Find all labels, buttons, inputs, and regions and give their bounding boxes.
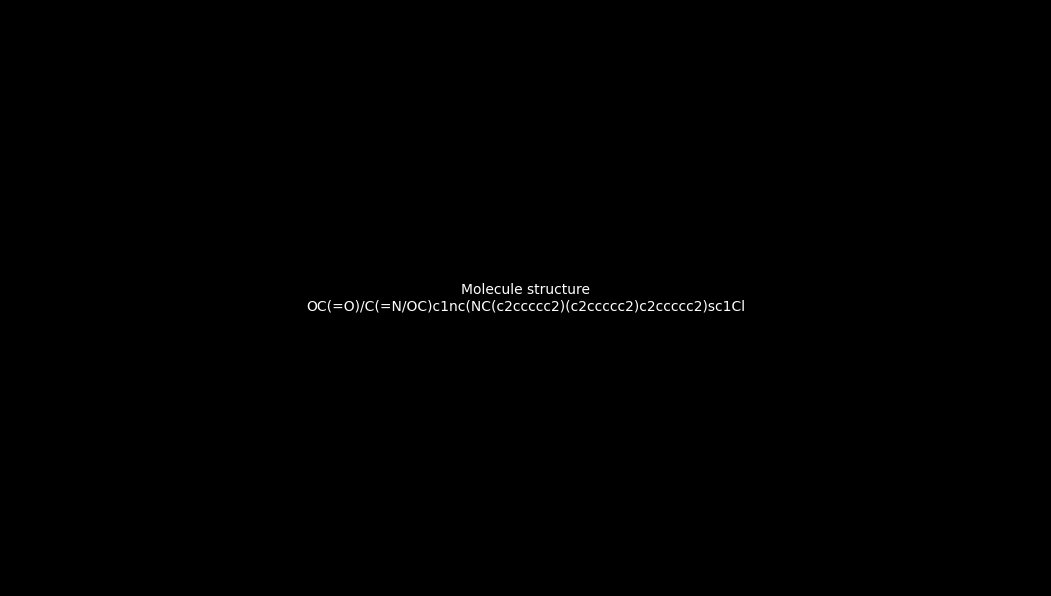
Text: Molecule structure
OC(=O)/C(=N/OC)c1nc(NC(c2ccccc2)(c2ccccc2)c2ccccc2)sc1Cl: Molecule structure OC(=O)/C(=N/OC)c1nc(N…	[306, 283, 745, 313]
